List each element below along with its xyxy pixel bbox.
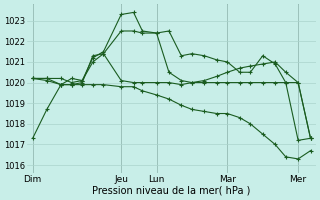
X-axis label: Pression niveau de la mer( hPa ): Pression niveau de la mer( hPa ) [92,186,251,196]
